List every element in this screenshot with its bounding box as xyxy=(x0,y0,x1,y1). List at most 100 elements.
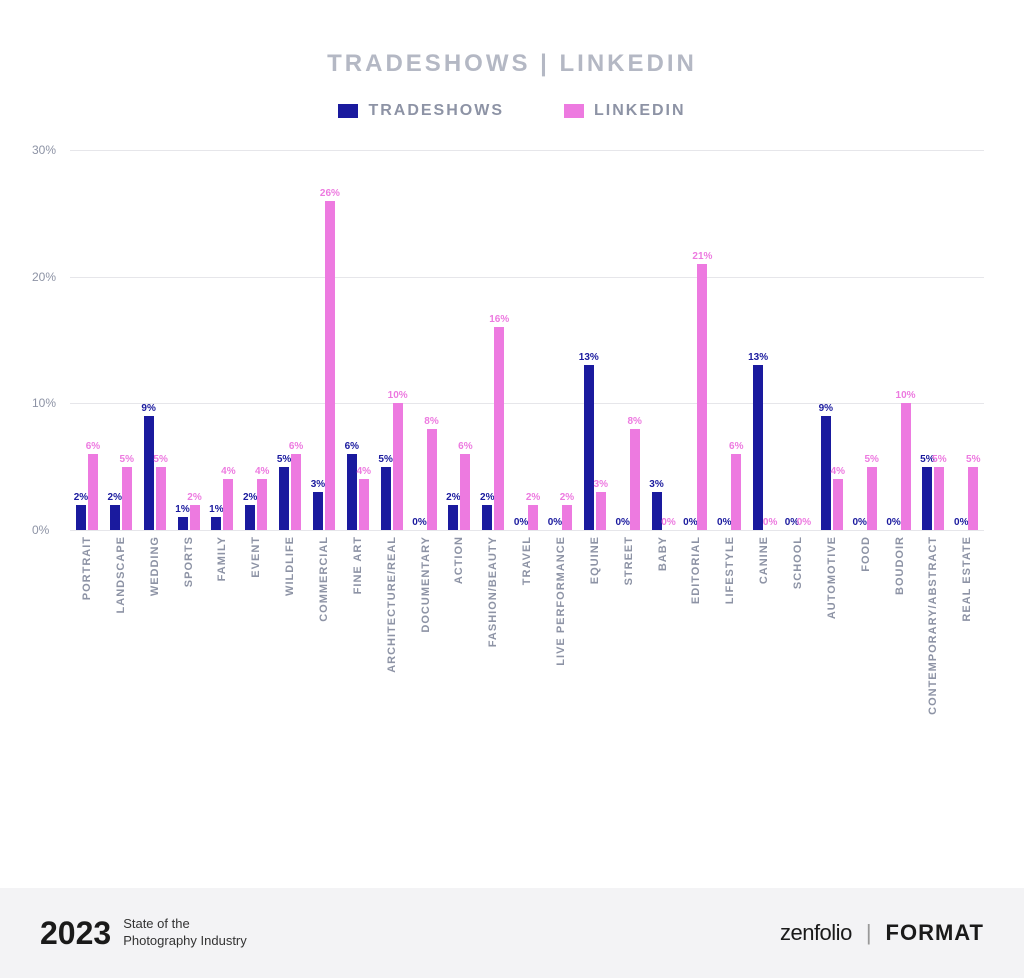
x-tick-label: STREET xyxy=(612,536,646,736)
bar-value-label: 2% xyxy=(526,492,540,505)
bar-value-label: 4% xyxy=(221,466,235,479)
bar-value-label: 0% xyxy=(763,517,777,530)
bar-linkedin: 5% xyxy=(968,467,978,530)
bar-linkedin: 5% xyxy=(122,467,132,530)
bar-value-label: 0% xyxy=(514,517,528,530)
x-tick-label: FAMILY xyxy=(205,536,239,736)
bar-value-label: 0% xyxy=(852,517,866,530)
brand-format: FORMAT xyxy=(886,920,984,946)
bar-value-label: 0% xyxy=(797,517,811,530)
bar-group: 5%6% xyxy=(273,150,307,530)
bar-group: 0%6% xyxy=(713,150,747,530)
x-tick-label: COMMERCIAL xyxy=(307,536,341,736)
bar-group: 0%10% xyxy=(883,150,917,530)
x-tick-label: TRAVEL xyxy=(510,536,544,736)
legend-swatch-tradeshows xyxy=(338,104,358,118)
bar-value-label: 2% xyxy=(108,492,122,505)
bar-value-label: 0% xyxy=(412,517,426,530)
footer-subtitle-line1: State of the xyxy=(123,916,247,933)
footer-subtitle-line2: Photography Industry xyxy=(123,933,247,950)
footer-subtitle: State of the Photography Industry xyxy=(123,916,247,950)
x-tick-label: ACTION xyxy=(442,536,476,736)
x-tick-label: DOCUMENTARY xyxy=(409,536,443,736)
y-tick-label: 20% xyxy=(32,270,56,284)
x-tick-label: WEDDING xyxy=(138,536,172,736)
bar-value-label: 3% xyxy=(649,479,663,492)
y-tick-label: 0% xyxy=(32,523,49,537)
bar-group: 2%5% xyxy=(104,150,138,530)
bar-value-label: 5% xyxy=(932,454,946,467)
bar-group: 2%16% xyxy=(476,150,510,530)
x-tick-label: SPORTS xyxy=(172,536,206,736)
bar-value-label: 5% xyxy=(153,454,167,467)
bar-linkedin: 2% xyxy=(528,505,538,530)
bar-value-label: 5% xyxy=(966,454,980,467)
x-tick-label: ARCHITECTURE/REAL xyxy=(375,536,409,736)
legend-label-linkedin: LINKEDIN xyxy=(594,102,686,120)
x-tick-label: WILDLIFE xyxy=(273,536,307,736)
bar-group: 0% 8% xyxy=(612,150,646,530)
bar-value-label: 4% xyxy=(357,466,371,479)
x-tick-label: EQUINE xyxy=(578,536,612,736)
bar-tradeshows: 3% xyxy=(652,492,662,530)
legend-item-tradeshows: TRADESHOWS xyxy=(338,102,504,120)
x-tick-label: EDITORIAL xyxy=(679,536,713,736)
bar-linkedin: 10% xyxy=(901,403,911,530)
chart-title: TRADESHOWS | LINKEDIN xyxy=(30,50,994,78)
bar-value-label: 0% xyxy=(615,517,629,530)
gridline xyxy=(70,530,984,531)
bar-group: 3%26% xyxy=(307,150,341,530)
bar-linkedin: 8% xyxy=(427,429,437,530)
bar-value-label: 8% xyxy=(424,416,438,429)
bar-tradeshows: 2% xyxy=(482,505,492,530)
x-tick-label: CANINE xyxy=(747,536,781,736)
bar-group: 6%4% xyxy=(341,150,375,530)
bar-tradeshows: 2% xyxy=(245,505,255,530)
bar-group: 1%4% xyxy=(205,150,239,530)
bar-group: 9% 4% xyxy=(815,150,849,530)
brand-zenfolio: zenfolio xyxy=(780,920,852,946)
x-tick-label: SCHOOL xyxy=(781,536,815,736)
x-tick-label: BOUDOIR xyxy=(883,536,917,736)
bar-value-label: 8% xyxy=(627,416,641,429)
y-tick-label: 10% xyxy=(32,396,56,410)
bar-value-label: 10% xyxy=(388,390,408,403)
bars-area: 2%6%2%5%9%5%1%2%1%4%2%4%5%6%3%26%6%4%5%1… xyxy=(70,150,984,530)
x-axis-labels: PORTRAITLANDSCAPEWEDDINGSPORTSFAMILYEVEN… xyxy=(70,536,984,736)
bar-value-label: 5% xyxy=(120,454,134,467)
x-tick-label: BABY xyxy=(646,536,680,736)
bar-value-label: 9% xyxy=(819,403,833,416)
bar-group: 0%0% xyxy=(781,150,815,530)
bar-value-label: 0% xyxy=(548,517,562,530)
bar-tradeshows: 13% xyxy=(753,365,763,530)
bar-value-label: 0% xyxy=(886,517,900,530)
bar-linkedin: 4% xyxy=(833,479,843,530)
bar-tradeshows: 1% xyxy=(178,517,188,530)
bar-tradeshows: 13% xyxy=(584,365,594,530)
x-tick-label: LANDSCAPE xyxy=(104,536,138,736)
bar-group: 0%2% xyxy=(544,150,578,530)
bar-value-label: 2% xyxy=(560,492,574,505)
bar-tradeshows: 6% xyxy=(347,454,357,530)
footer-left: 2023 State of the Photography Industry xyxy=(40,915,247,952)
bar-tradeshows: 3% xyxy=(313,492,323,530)
x-tick-label: FASHION/BEAUTY xyxy=(476,536,510,736)
x-tick-label: EVENT xyxy=(239,536,273,736)
bar-tradeshows: 2% xyxy=(76,505,86,530)
bar-group: 5%10% xyxy=(375,150,409,530)
bar-value-label: 0% xyxy=(683,517,697,530)
bar-linkedin: 10% xyxy=(393,403,403,530)
plot-area: 0%10%20%30% 2%6%2%5%9%5%1%2%1%4%2%4%5%6%… xyxy=(70,150,984,530)
bar-tradeshows: 5% xyxy=(381,467,391,530)
footer-right: zenfolio | FORMAT xyxy=(780,920,984,946)
bar-linkedin: 2% xyxy=(562,505,572,530)
bar-linkedin: 4% xyxy=(257,479,267,530)
bar-value-label: 13% xyxy=(579,352,599,365)
bar-value-label: 1% xyxy=(175,504,189,517)
bar-group: 0%8% xyxy=(409,150,443,530)
footer-year: 2023 xyxy=(40,915,111,952)
x-tick-label: LIVE PERFORMANCE xyxy=(544,536,578,736)
x-tick-label: CONTEMPORARY/ABSTRACT xyxy=(916,536,950,736)
bar-tradeshows: 5% xyxy=(279,467,289,530)
bar-linkedin: 6% xyxy=(731,454,741,530)
